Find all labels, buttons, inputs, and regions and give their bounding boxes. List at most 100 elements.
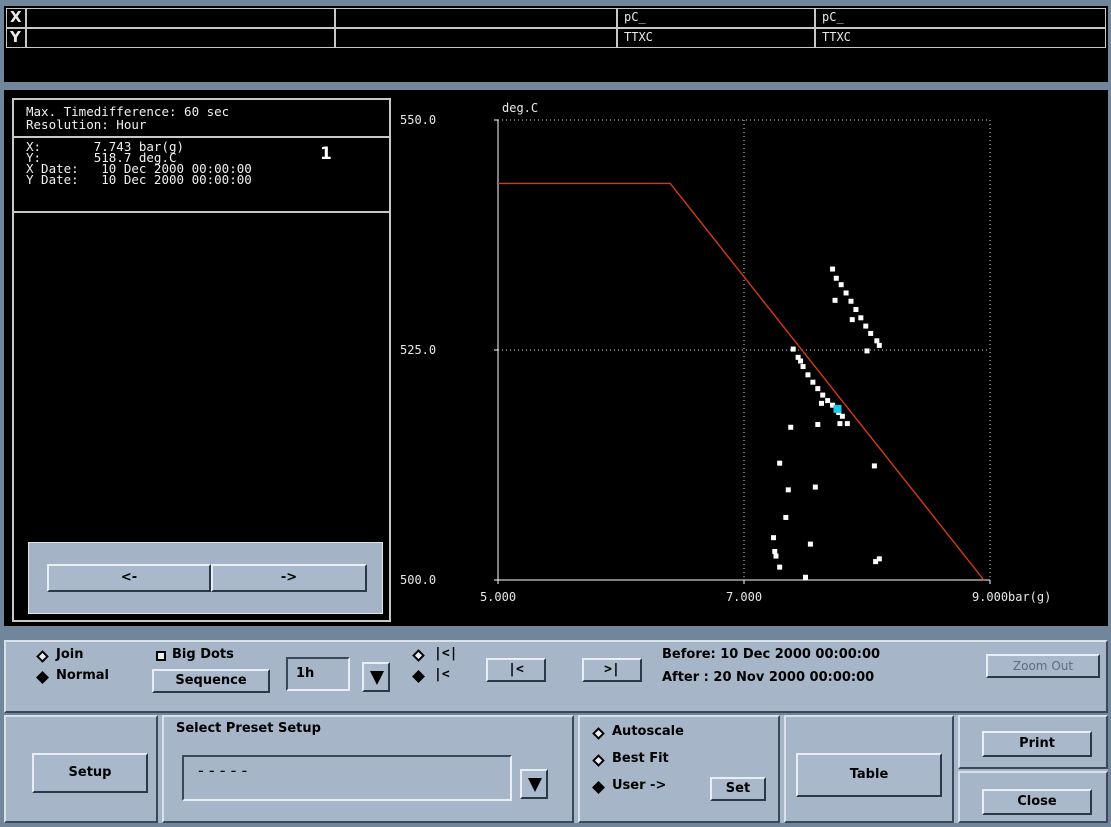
x-cell-4: pC_ bbox=[815, 8, 1106, 28]
close-group: Close bbox=[958, 771, 1108, 823]
back-radio[interactable] bbox=[412, 670, 425, 683]
data-point bbox=[848, 298, 854, 304]
data-point bbox=[830, 402, 836, 408]
x-row-label: X bbox=[6, 8, 26, 28]
first-radio[interactable] bbox=[412, 649, 425, 662]
y-value-text: Y: 518.7 deg.C bbox=[26, 150, 177, 165]
data-point bbox=[818, 400, 824, 406]
data-point bbox=[863, 323, 869, 329]
max-timediff-text: Max. Timedifference: 60 sec bbox=[26, 104, 230, 119]
data-point bbox=[807, 541, 813, 547]
data-point bbox=[783, 514, 789, 520]
data-point bbox=[830, 266, 836, 272]
table-button[interactable]: Table bbox=[796, 753, 942, 797]
best-fit-label: Best Fit bbox=[612, 751, 669, 766]
data-point bbox=[832, 297, 838, 303]
x-tick-label: 7.000 bbox=[726, 590, 762, 604]
y-axis-label: deg.C bbox=[502, 101, 538, 115]
y-tick-label: 500.0 bbox=[400, 573, 436, 587]
print-group: Print bbox=[958, 715, 1108, 769]
data-point bbox=[833, 275, 839, 281]
preset-field[interactable]: - - - - - bbox=[182, 755, 512, 801]
preset-group: Select Preset Setup - - - - - bbox=[162, 715, 574, 823]
series-header-table: X pC_ pC_ Y TTXC TTXC bbox=[4, 6, 1108, 82]
join-label: Join bbox=[56, 647, 84, 662]
data-point bbox=[777, 564, 783, 570]
y-cell-3: TTXC bbox=[617, 28, 815, 48]
step-forward-button[interactable]: >| bbox=[582, 658, 642, 682]
scaling-group: Autoscale Best Fit User -> Set bbox=[578, 715, 780, 823]
info-divider bbox=[14, 136, 389, 138]
y-cell-4: TTXC bbox=[815, 28, 1106, 48]
data-point bbox=[876, 556, 882, 562]
table-group: Table bbox=[784, 715, 954, 823]
preset-title: Select Preset Setup bbox=[176, 721, 321, 736]
info-divider-2 bbox=[14, 211, 389, 213]
data-point bbox=[803, 574, 808, 580]
user-radio[interactable] bbox=[592, 781, 605, 794]
bottom-panel: Setup Select Preset Setup - - - - - Auto… bbox=[4, 715, 1108, 823]
y-cell-1 bbox=[26, 28, 335, 48]
x-date-text: X Date: 10 Dec 2000 00:00:00 bbox=[26, 161, 252, 176]
nav-next-button[interactable]: -> bbox=[211, 564, 367, 592]
big-dots-label: Big Dots bbox=[172, 647, 234, 662]
cursor-point bbox=[833, 404, 842, 413]
cursor-index: 1 bbox=[320, 144, 332, 164]
preset-dropdown-button[interactable] bbox=[520, 769, 548, 799]
chevron-down-icon bbox=[370, 671, 384, 685]
data-point bbox=[773, 553, 779, 559]
y-tick-label: 550.0 bbox=[400, 113, 436, 127]
data-point bbox=[798, 358, 804, 364]
before-date-text: Before: 10 Dec 2000 00:00:00 bbox=[662, 647, 881, 662]
resolution-text: Resolution: Hour bbox=[26, 117, 147, 132]
data-point bbox=[873, 559, 879, 565]
y-row-label: Y bbox=[6, 28, 26, 48]
setup-group: Setup bbox=[4, 715, 158, 823]
data-point bbox=[805, 372, 811, 378]
zoom-out-button[interactable]: Zoom Out bbox=[986, 654, 1100, 678]
big-dots-checkbox[interactable] bbox=[156, 651, 166, 661]
set-button[interactable]: Set bbox=[710, 777, 766, 801]
interval-field[interactable]: 1h bbox=[286, 657, 350, 691]
data-point bbox=[858, 315, 864, 321]
y-cell-2 bbox=[335, 28, 617, 48]
sequence-button[interactable]: Sequence bbox=[152, 669, 270, 693]
step-back-button[interactable]: |< bbox=[486, 658, 546, 682]
x-value-text: X: 7.743 bar(g) bbox=[26, 139, 185, 154]
x-cell-1 bbox=[26, 8, 335, 28]
data-point bbox=[876, 342, 882, 348]
data-point bbox=[771, 535, 777, 541]
normal-radio[interactable] bbox=[36, 671, 49, 684]
data-point bbox=[874, 338, 880, 344]
data-point bbox=[812, 484, 818, 490]
y-tick-label: 525.0 bbox=[400, 343, 436, 357]
data-point bbox=[777, 460, 783, 466]
fit-line bbox=[498, 182, 985, 581]
best-fit-radio[interactable] bbox=[592, 754, 605, 767]
nav-prev-button[interactable]: <- bbox=[47, 564, 211, 592]
normal-label: Normal bbox=[56, 668, 109, 683]
interval-dropdown-button[interactable] bbox=[362, 662, 390, 692]
data-point bbox=[868, 330, 874, 336]
nav-panel: <- -> bbox=[28, 542, 383, 614]
user-label: User -> bbox=[612, 778, 667, 793]
data-point bbox=[788, 424, 794, 430]
x-tick-label: 5.000 bbox=[480, 590, 516, 604]
data-point bbox=[820, 392, 826, 398]
x-cell-2 bbox=[335, 8, 617, 28]
data-point bbox=[790, 346, 796, 352]
print-button[interactable]: Print bbox=[982, 731, 1092, 757]
data-point bbox=[853, 307, 859, 313]
data-point bbox=[772, 548, 778, 554]
plot-controls-bar: Join Normal Big Dots Sequence 1h |<| |< … bbox=[4, 640, 1108, 713]
after-date-text: After : 20 Nov 2000 00:00:00 bbox=[662, 670, 875, 685]
close-button[interactable]: Close bbox=[982, 789, 1092, 815]
autoscale-radio[interactable] bbox=[592, 727, 605, 740]
scatter-chart[interactable]: 500.0 525.0 550.0 5.000 7.000 9.000 deg.C bar(g… bbox=[395, 95, 1110, 617]
chevron-down-icon bbox=[528, 778, 542, 792]
join-radio[interactable] bbox=[36, 650, 49, 663]
data-point bbox=[839, 413, 845, 419]
data-point bbox=[837, 421, 843, 427]
data-point bbox=[800, 364, 806, 370]
setup-button[interactable]: Setup bbox=[32, 753, 148, 793]
